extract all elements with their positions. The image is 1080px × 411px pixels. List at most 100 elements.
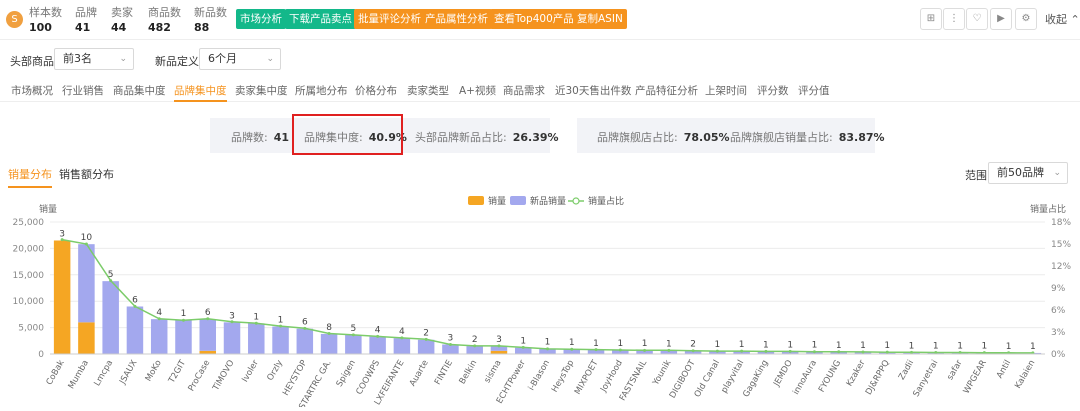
tab-seller-type[interactable]: 卖家类型	[407, 85, 449, 97]
gear-icon[interactable]: ⚙	[1015, 8, 1037, 30]
view-top400-button[interactable]: 查看Top400产品	[490, 9, 578, 29]
brand-sales-chart: 0 5,000 10,000 15,000 20,000 25,000 0% 3% 6% 9% 12…	[0, 190, 1080, 411]
tab-seller-concentration[interactable]: 卖家集中度	[235, 85, 288, 97]
range-select[interactable]: 前50品牌 ⌄	[988, 162, 1068, 184]
bar-sales	[490, 350, 508, 354]
more-icon[interactable]: ⋮	[943, 8, 965, 30]
bar-count-label: 8	[326, 323, 332, 333]
bar-count-label: 1	[666, 339, 672, 349]
x-tick-label: Mumba	[67, 359, 91, 391]
range-label: 范围	[965, 169, 987, 182]
tab-market-overview[interactable]: 市场概况	[11, 85, 53, 97]
grid-icon[interactable]: ⊞	[920, 8, 942, 30]
heart-icon[interactable]: ♡	[966, 8, 988, 30]
ratio-point	[837, 350, 841, 354]
ratio-point	[521, 345, 525, 349]
x-tick-label: innoAura	[791, 359, 819, 397]
tab-sales-distribution[interactable]: 销量分布	[8, 166, 52, 188]
ratio-point	[181, 318, 185, 322]
bar-count-label: 2	[423, 329, 429, 339]
x-tick-label: GagaKing	[741, 359, 770, 400]
market-analysis-button[interactable]: 市场分析	[236, 9, 286, 29]
product-attribute-analysis-button[interactable]: 产品属性分析	[421, 9, 492, 29]
tab-product-concentration[interactable]: 商品集中度	[113, 85, 166, 97]
tab-location-distribution[interactable]: 所属地分布	[295, 85, 348, 97]
x-tick-label: ProCase	[187, 359, 213, 394]
tab-brand-concentration[interactable]: 品牌集中度	[174, 83, 227, 102]
y2-tick-label: 6%	[1051, 306, 1066, 316]
x-tick-label: DJ&RPPQ	[864, 358, 892, 397]
x-tick-label: Auarte	[408, 359, 431, 389]
tab-product-features[interactable]: 产品特征分析	[635, 85, 698, 97]
ratio-point	[740, 349, 744, 353]
ratio-point	[691, 349, 695, 353]
download-selling-points-button[interactable]: 下载产品卖点	[285, 9, 356, 29]
bar-count-label: 6	[205, 308, 211, 318]
bar-new-sales	[612, 349, 629, 354]
bar-new-sales	[248, 323, 265, 354]
tab-listing-time[interactable]: 上架时间	[705, 85, 747, 97]
ratio-point	[303, 326, 307, 330]
bar-new-sales	[563, 349, 581, 354]
x-tick-label: Kalaien	[1013, 359, 1037, 391]
x-tick-label: Old Canal	[693, 359, 722, 400]
bar-count-label: 4	[375, 326, 381, 336]
ratio-point	[448, 342, 452, 346]
bar-count-label: 1	[569, 338, 575, 348]
tab-rating-value[interactable]: 评分值	[798, 85, 830, 97]
x-tick-label: Sanyetrai	[911, 359, 940, 399]
tab-industry-sales[interactable]: 行业销售	[62, 85, 104, 97]
x-tick-label: Orzly	[265, 359, 285, 383]
ratio-point	[643, 348, 647, 352]
y2-tick-label: 15%	[1051, 240, 1071, 250]
tab-rating-count[interactable]: 评分数	[757, 85, 789, 97]
ratio-point	[157, 317, 161, 321]
batch-review-analysis-button[interactable]: 批量评论分析	[354, 9, 425, 29]
stat-seller: 卖家 44	[111, 6, 133, 34]
bar-new-sales	[636, 350, 653, 354]
ratio-point	[60, 238, 64, 242]
tab-product-demand[interactable]: 商品需求	[503, 85, 545, 97]
bar-new-sales	[175, 320, 192, 354]
x-tick-label: Antil	[995, 359, 1013, 381]
ratio-point	[861, 350, 865, 354]
bar-new-sales	[272, 326, 289, 354]
legend-new-sales-label: 新品销量	[530, 195, 566, 207]
chevron-down-icon: ⌄	[119, 54, 127, 64]
x-tick-label: Lmcpa	[92, 359, 115, 389]
x-tick-label: MoKo	[144, 359, 164, 384]
y-tick-label: 20,000	[13, 244, 45, 254]
tab-revenue-distribution[interactable]: 销售额分布	[59, 168, 114, 181]
legend-sales-label: 销量	[488, 195, 506, 207]
bar-count-label: 1	[545, 338, 551, 348]
concentration-highlight-box	[292, 114, 403, 155]
x-tick-label: FINTIE	[433, 359, 455, 387]
bar-new-sales	[345, 334, 362, 354]
ratio-point	[764, 349, 768, 353]
x-tick-label: Spigen	[335, 359, 358, 389]
legend-swatch-sales	[468, 196, 484, 205]
ratio-point	[885, 350, 889, 354]
tab-aplus-video[interactable]: A+视频	[459, 85, 496, 97]
bar-count-label: 1	[836, 341, 842, 351]
x-tick-label: JoyHood	[598, 359, 625, 395]
collapse-button[interactable]: 收起 ⌃	[1045, 13, 1080, 26]
ratio-point	[230, 320, 234, 324]
top-products-select[interactable]: 前3名 ⌄	[54, 48, 134, 70]
bar-count-label: 1	[1006, 342, 1012, 352]
tab-30day-sold[interactable]: 近30天售出件数	[555, 85, 632, 97]
chevron-down-icon: ⌄	[1053, 168, 1061, 178]
bar-count-label: 1	[1030, 342, 1036, 352]
x-tick-label: Ivoler	[240, 358, 261, 384]
ratio-point	[715, 349, 719, 353]
x-tick-label: Zadii	[897, 359, 916, 382]
new-def-select[interactable]: 6个月 ⌄	[199, 48, 281, 70]
ratio-point	[279, 324, 283, 328]
ratio-point	[497, 344, 501, 348]
bar-new-sales	[223, 322, 241, 354]
copy-asin-button[interactable]: 复制ASIN	[573, 9, 627, 29]
video-icon[interactable]: ▶	[990, 8, 1012, 30]
bar-count-label: 1	[884, 341, 890, 351]
brand-concentration: 品牌集中度: 40.9%	[304, 131, 407, 144]
tab-price-distribution[interactable]: 价格分布	[355, 85, 397, 97]
